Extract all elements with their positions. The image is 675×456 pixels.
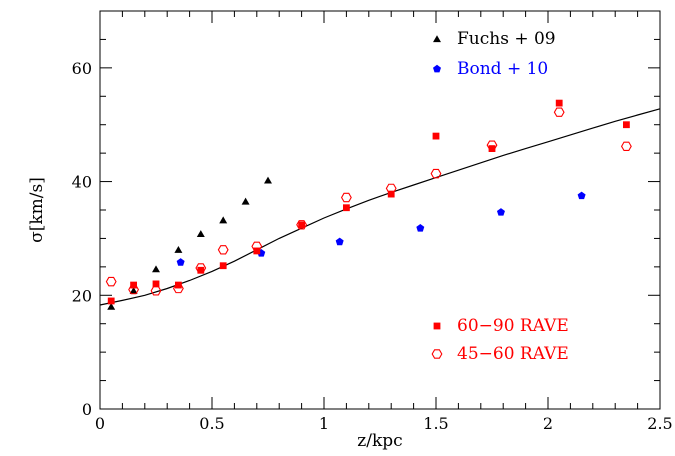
data-point-series-2	[555, 99, 563, 107]
y-tick-label: 60	[72, 59, 92, 78]
legend-label: 45−60 RAVE	[457, 344, 569, 364]
data-point-series-3	[553, 107, 565, 117]
legend-label: Fuchs + 09	[457, 29, 556, 49]
legend: Fuchs + 09 Bond + 10 60−90 RAVE 45−60 RAVE	[431, 29, 569, 364]
data-point-series-3	[296, 220, 308, 230]
data-point-series-3	[150, 286, 162, 296]
plot-frame	[99, 10, 661, 410]
data-point-series-0	[264, 176, 272, 184]
x-tick-label: 1	[319, 414, 329, 433]
data-point-series-2	[298, 221, 305, 229]
x-tick-label: 2	[543, 414, 553, 433]
data-point-series-3	[172, 283, 184, 294]
legend-label: 60−90 RAVE	[457, 316, 569, 336]
data-point-series-2	[488, 145, 496, 152]
data-point-series-1	[577, 191, 586, 200]
data-point-series-1	[335, 237, 344, 246]
data-point-series-2	[175, 281, 182, 289]
data-point-series-3	[620, 141, 632, 152]
data-point-series-2	[219, 262, 227, 270]
data-point-series-3	[430, 168, 442, 179]
data-point-series-0	[129, 286, 138, 294]
data-points	[105, 99, 632, 310]
data-point-series-2	[152, 280, 160, 288]
data-point-series-3	[385, 183, 397, 194]
data-point-series-3	[251, 241, 263, 252]
data-point-series-1	[176, 258, 185, 266]
legend-marker	[433, 35, 441, 43]
data-point-series-2	[432, 132, 440, 140]
y-tick-label: 40	[72, 173, 92, 192]
axis-ticks	[99, 10, 661, 410]
x-tick-label: 0	[95, 414, 105, 433]
data-point-series-2	[387, 190, 395, 198]
data-point-series-2	[623, 121, 630, 129]
data-point-series-0	[241, 197, 250, 205]
data-point-series-2	[197, 266, 205, 274]
axis-tick-labels: 0 0.5 1 1.5 2 2.5 0 20 40 60	[72, 59, 673, 433]
data-point-series-3	[217, 245, 229, 255]
data-point-series-3	[195, 263, 207, 273]
data-point-series-0	[174, 246, 183, 253]
data-point-series-0	[219, 216, 228, 224]
model-curve	[99, 108, 661, 306]
data-point-series-3	[340, 192, 352, 203]
y-tick-label: 0	[82, 400, 92, 419]
data-point-series-1	[496, 208, 505, 216]
x-tick-label: 1.5	[423, 414, 448, 433]
x-tick-label: 2.5	[647, 414, 672, 433]
data-point-series-0	[152, 265, 160, 273]
data-point-series-3	[105, 276, 117, 287]
legend-marker	[431, 349, 443, 359]
data-point-series-3	[486, 140, 498, 150]
data-point-series-2	[343, 204, 350, 212]
legend-marker	[433, 322, 441, 330]
y-axis-label: σ[km/s]	[27, 177, 47, 243]
x-tick-label: 0.5	[199, 414, 224, 433]
y-tick-label: 20	[72, 286, 92, 305]
legend-marker	[433, 64, 441, 73]
x-axis-label: z/kpc	[357, 431, 402, 451]
legend-label: Bond + 10	[457, 59, 548, 79]
data-point-series-2	[107, 297, 115, 305]
data-point-series-1	[416, 223, 425, 232]
data-point-series-0	[196, 230, 205, 237]
data-point-series-3	[128, 284, 140, 295]
data-point-series-0	[107, 302, 116, 310]
